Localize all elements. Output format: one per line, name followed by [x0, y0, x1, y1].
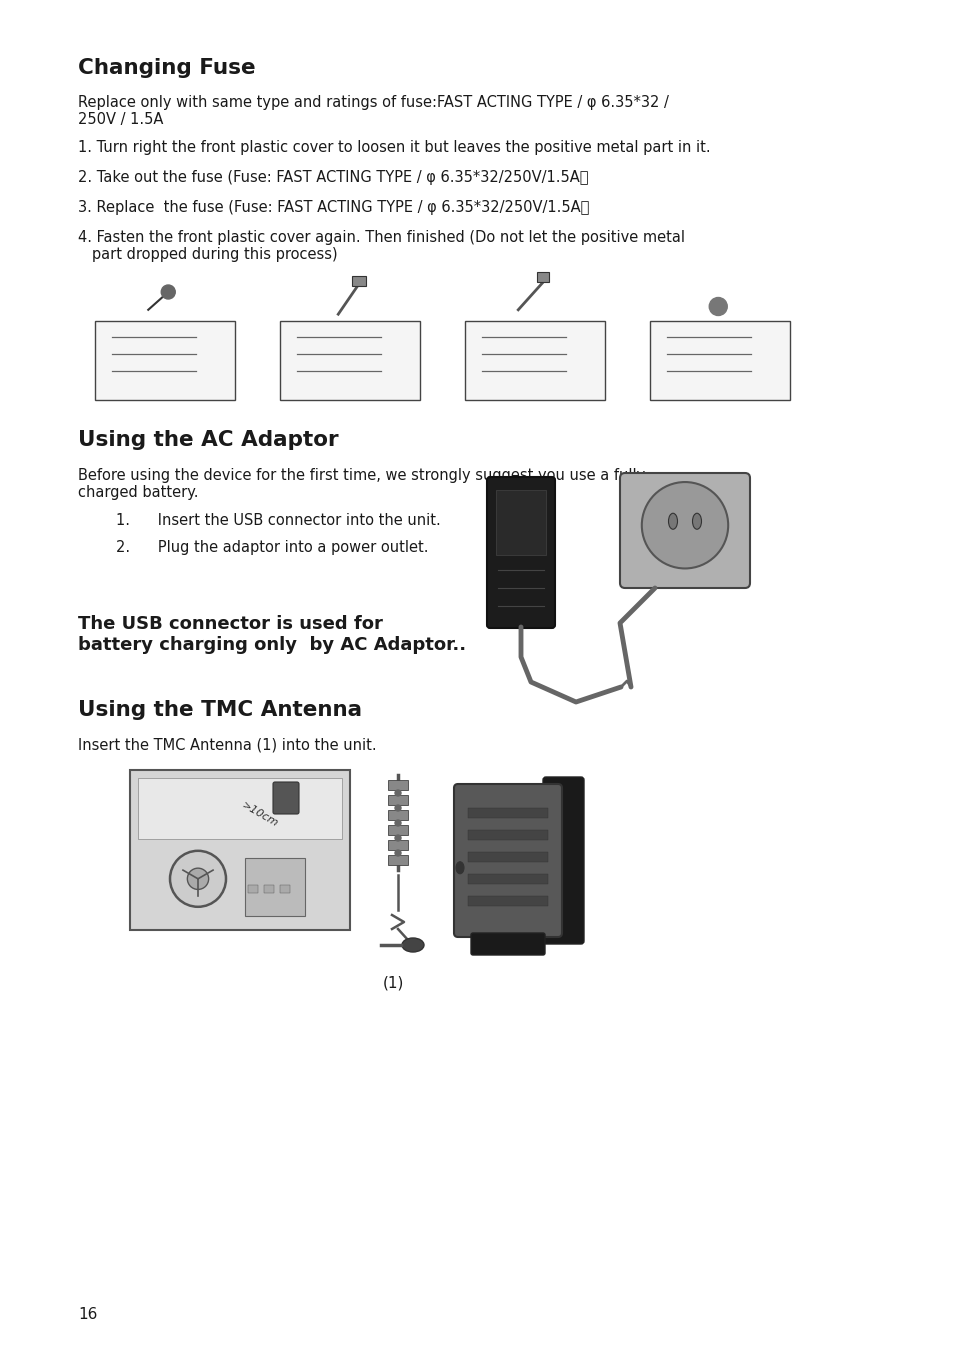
Circle shape — [395, 804, 400, 811]
Bar — [138, 777, 341, 838]
Bar — [468, 873, 547, 884]
Bar — [468, 808, 547, 818]
Bar — [388, 795, 408, 804]
Text: Changing Fuse: Changing Fuse — [78, 58, 255, 78]
Bar — [264, 886, 274, 894]
Bar — [248, 886, 257, 894]
Bar — [468, 830, 547, 840]
FancyBboxPatch shape — [486, 477, 555, 627]
FancyBboxPatch shape — [280, 320, 420, 400]
Bar — [130, 771, 350, 930]
Bar — [388, 825, 408, 836]
Text: 4. Fasten the front plastic cover again. Then finished (Do not let the positive : 4. Fasten the front plastic cover again.… — [78, 230, 684, 262]
Text: (1): (1) — [382, 975, 403, 990]
Bar — [388, 840, 408, 850]
Ellipse shape — [456, 861, 463, 873]
Bar — [388, 854, 408, 865]
Bar — [388, 780, 408, 790]
Ellipse shape — [401, 938, 423, 952]
Circle shape — [395, 836, 400, 841]
FancyBboxPatch shape — [619, 473, 749, 588]
Bar — [537, 272, 549, 283]
FancyBboxPatch shape — [542, 777, 583, 944]
Circle shape — [641, 483, 727, 568]
Text: 3. Replace  the fuse (Fuse: FAST ACTING TYPE / φ 6.35*32/250V/1.5A）: 3. Replace the fuse (Fuse: FAST ACTING T… — [78, 200, 589, 215]
Circle shape — [395, 790, 400, 796]
Bar — [352, 276, 366, 287]
Circle shape — [161, 285, 175, 299]
Bar — [388, 810, 408, 821]
Bar — [280, 886, 290, 894]
Text: 1. Turn right the front plastic cover to loosen it but leaves the positive metal: 1. Turn right the front plastic cover to… — [78, 141, 710, 155]
Text: Using the TMC Antenna: Using the TMC Antenna — [78, 700, 362, 721]
Text: 2.      Plug the adaptor into a power outlet.: 2. Plug the adaptor into a power outlet. — [116, 539, 428, 556]
FancyBboxPatch shape — [650, 320, 790, 400]
Text: The USB connector is used for
battery charging only  by AC Adaptor..: The USB connector is used for battery ch… — [78, 615, 466, 654]
Text: Before using the device for the first time, we strongly suggest you use a fully
: Before using the device for the first ti… — [78, 468, 645, 500]
Bar — [468, 896, 547, 906]
Ellipse shape — [668, 514, 677, 529]
Circle shape — [187, 868, 209, 890]
Text: Using the AC Adaptor: Using the AC Adaptor — [78, 430, 338, 450]
Text: Insert the TMC Antenna (1) into the unit.: Insert the TMC Antenna (1) into the unit… — [78, 738, 376, 753]
FancyBboxPatch shape — [454, 784, 561, 937]
Bar — [468, 852, 547, 863]
FancyBboxPatch shape — [273, 781, 298, 814]
Text: Replace only with same type and ratings of fuse:FAST ACTING TYPE / φ 6.35*32 /
2: Replace only with same type and ratings … — [78, 95, 668, 127]
Text: 16: 16 — [78, 1307, 97, 1322]
FancyBboxPatch shape — [465, 320, 605, 400]
Ellipse shape — [692, 514, 700, 529]
Text: 1.      Insert the USB connector into the unit.: 1. Insert the USB connector into the uni… — [116, 512, 440, 529]
Bar — [496, 489, 545, 556]
FancyBboxPatch shape — [471, 933, 544, 955]
Circle shape — [708, 297, 726, 315]
Text: 2. Take out the fuse (Fuse: FAST ACTING TYPE / φ 6.35*32/250V/1.5A）: 2. Take out the fuse (Fuse: FAST ACTING … — [78, 170, 588, 185]
Circle shape — [395, 821, 400, 826]
Circle shape — [170, 850, 226, 907]
Circle shape — [395, 850, 400, 856]
Bar — [245, 859, 305, 915]
FancyBboxPatch shape — [95, 320, 235, 400]
Text: >10cm: >10cm — [240, 800, 280, 830]
